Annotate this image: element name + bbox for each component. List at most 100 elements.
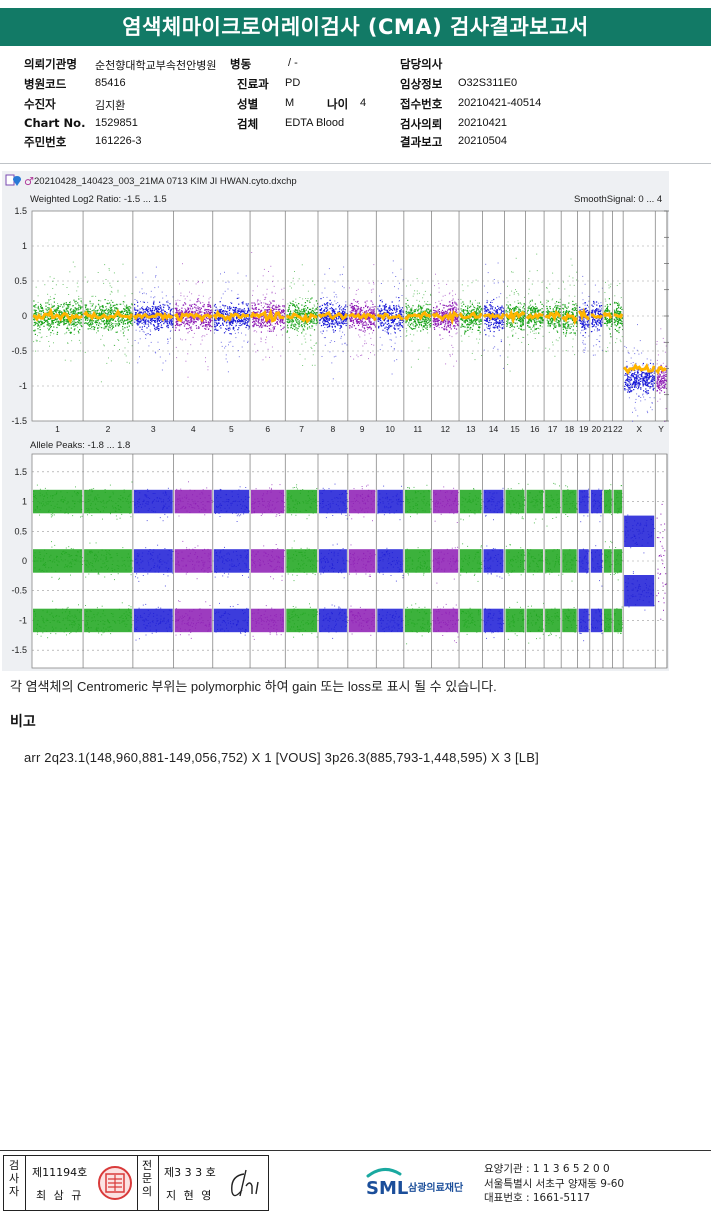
log2-chr-11 — [404, 278, 432, 368]
sex-value: M — [285, 97, 295, 109]
cma-chart: ♂ 20210428_140423_003_21MA 0713 KIM JI H… — [2, 171, 669, 671]
log2-y-tick: -1.5 — [11, 416, 27, 426]
chr-label: 13 — [466, 424, 476, 434]
allele-peak-band — [213, 489, 250, 514]
chr-label: 10 — [385, 424, 395, 434]
smooth-signal-chr-7 — [285, 312, 318, 324]
chr-label: 22 — [613, 424, 623, 434]
chr-label: 16 — [530, 424, 540, 434]
allele-peak-band — [483, 549, 504, 573]
smooth-signal-chr-18 — [561, 312, 578, 326]
allele-peak-band — [33, 608, 83, 633]
log2-chr-16 — [525, 253, 545, 352]
log2-chr-5 — [212, 271, 251, 373]
allele-peak-band — [545, 608, 561, 633]
allele-chr-19 — [578, 488, 590, 642]
log2-chr-7 — [285, 264, 319, 366]
allele-chr-22 — [613, 485, 624, 634]
log2-y-tick: -0.5 — [11, 346, 27, 356]
allele-peak-band — [319, 489, 347, 514]
check-name: 최 삼 규 — [36, 1189, 84, 1202]
dept-label: 진료과 — [237, 77, 269, 91]
allele-peak-band — [174, 489, 212, 514]
hospital-code-label: 병원코드 — [24, 77, 67, 91]
log2-chr-Y — [655, 328, 668, 422]
allele-chr-11 — [404, 484, 432, 645]
allele-peak-band — [133, 549, 173, 573]
chr-label: 9 — [360, 424, 365, 434]
log2-y-tick: 1.5 — [14, 206, 27, 216]
allele-chr-4 — [174, 481, 213, 639]
allele-peak-band — [174, 549, 212, 573]
chr-label: 15 — [510, 424, 520, 434]
smooth-signal-chr-4 — [173, 312, 213, 323]
allele-peak-band — [578, 549, 589, 573]
allele-peak-band — [84, 608, 132, 633]
smooth-signal-chr-1 — [32, 307, 83, 325]
check-license-no: 제11194호 — [32, 1166, 88, 1179]
smooth-signal-chr-10 — [376, 312, 404, 321]
smooth-signal-chr-6 — [249, 307, 285, 323]
expert-license-no: 제3 3 3 호 — [164, 1166, 216, 1179]
remark-heading: 비고 — [10, 714, 36, 730]
log2-chr-15 — [504, 257, 526, 372]
specimen-label: 검체 — [237, 117, 259, 131]
allele-peak-band — [613, 608, 623, 633]
allele-y-tick: -0.5 — [11, 586, 27, 596]
log2-chr-12 — [431, 273, 460, 367]
patient-value: 김지환 — [95, 100, 126, 112]
log2-chr-9 — [348, 264, 377, 360]
file-icons: ♂ — [5, 174, 34, 188]
smooth-signal-chr-22 — [613, 313, 624, 319]
allele-chr-17 — [545, 482, 561, 639]
allele-chr-1 — [33, 484, 83, 639]
allele-peak-band — [590, 549, 602, 573]
allele-chr-X — [624, 514, 655, 611]
allele-chr-2 — [84, 481, 133, 636]
chr-label: 5 — [229, 424, 234, 434]
smooth-signal-chr-12 — [431, 310, 460, 326]
allele-peak-band — [404, 489, 431, 514]
allele-peak-band — [505, 549, 525, 573]
chart-filename: 20210428_140423_003_21MA 0713 KIM JI HWA… — [34, 176, 297, 187]
allele-peak-band — [286, 489, 317, 514]
log2-chr-10 — [376, 260, 405, 375]
allele-y-tick: 0.5 — [14, 526, 27, 536]
smooth-signal-chr-11 — [404, 310, 432, 321]
smooth-signal-chr-17 — [544, 309, 562, 322]
smooth-signal-chr-2 — [83, 308, 134, 321]
log2-chr-13 — [458, 279, 483, 361]
allele-peak-band — [545, 549, 561, 573]
dept-value: PD — [285, 77, 301, 89]
chr-label: 17 — [548, 424, 558, 434]
doctor-label: 담당의사 — [400, 57, 443, 71]
allele-peak-band — [613, 549, 623, 573]
allele-peak-band — [319, 549, 347, 573]
allele-peak-band — [432, 608, 459, 633]
allele-peak-band — [526, 489, 543, 514]
allele-chr-15 — [505, 483, 526, 640]
chr-label: 18 — [565, 424, 575, 434]
allele-peak-band — [251, 549, 285, 573]
smooth-signal-chr-9 — [348, 312, 377, 321]
allele-peak-band — [578, 608, 589, 633]
smooth-signal-chr-X — [622, 362, 656, 375]
chr-label: 6 — [265, 424, 270, 434]
allele-peak-band — [84, 489, 132, 514]
log2-ratio-panel: 1.510.50-0.5-1-1.5- 4- 3.5- 3- 2.5- 2- 1… — [11, 206, 669, 434]
allele-chr-14 — [483, 487, 505, 639]
smooth-signal-chr-15 — [504, 309, 526, 325]
chart-no-label: Chart No. — [24, 116, 86, 130]
smooth-signal-chr-19 — [578, 307, 591, 322]
log2-chr-18 — [561, 258, 578, 356]
chart-no-value: 1529851 — [95, 117, 138, 129]
smooth-signal-chr-8 — [317, 310, 349, 321]
allele-peak-band — [460, 489, 482, 514]
allele-chr-21 — [604, 484, 613, 633]
chr-label: Y — [658, 424, 664, 434]
sml-logo-icon: SML 삼광의료재단 — [366, 1168, 464, 1199]
footer-divider — [0, 1150, 711, 1151]
expert-signature-icon — [231, 1169, 259, 1197]
